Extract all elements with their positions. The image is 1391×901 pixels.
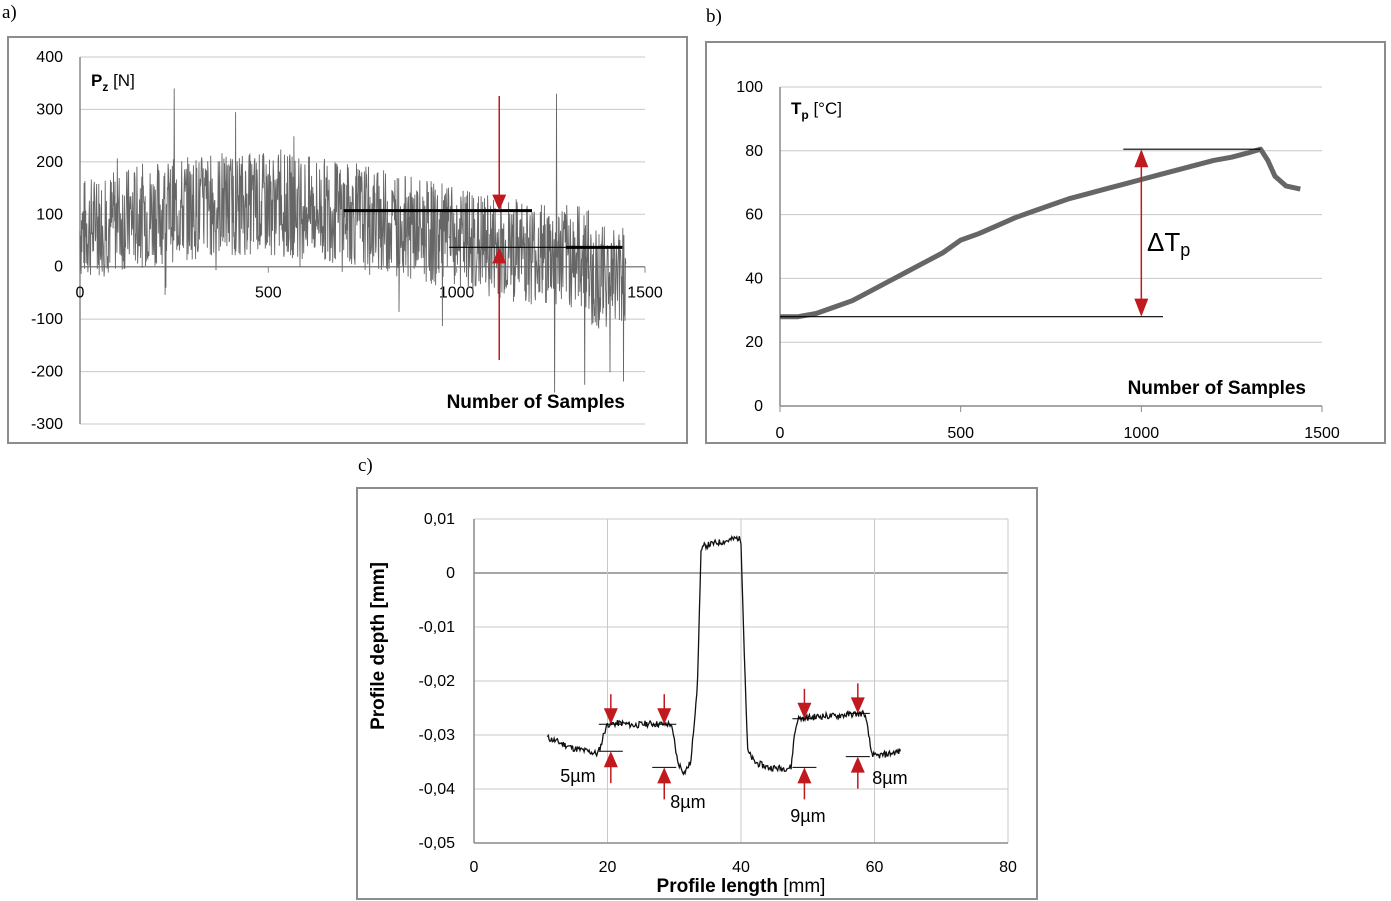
panel-label-a: a) (2, 2, 17, 23)
chart-c-step-arrow-up (850, 756, 865, 789)
chart-c-xtick: 0 (470, 859, 479, 876)
chart-c-step-arrow-down-head (603, 708, 618, 725)
chart-c-ytick: 0 (446, 565, 455, 582)
chart-b-ylabel: Tp [°C] (791, 99, 842, 122)
chart-b-ytick: 40 (745, 270, 763, 287)
chart-c-step-label: 5µm (560, 766, 595, 786)
chart-c-profile-line (546, 534, 902, 776)
chart-a-xlabel: Number of Samples (447, 392, 625, 413)
chart-b-series-line (780, 146, 1301, 320)
chart-c-step-arrow-down (850, 683, 865, 714)
chart-c-xtick: 20 (599, 859, 617, 876)
chart-b-ytick: 60 (745, 207, 763, 224)
chart-a-ytick: 0 (54, 259, 63, 276)
chart-c-step-label: 8µm (872, 768, 907, 788)
chart-b-delta-head-up (1134, 149, 1149, 168)
chart-c-step-arrow-up-head (657, 767, 672, 784)
chart-a-ytick: 200 (36, 154, 63, 171)
panel-label-c: c) (358, 455, 373, 476)
chart-b-delta-head-down (1134, 298, 1149, 317)
chart-a-arrow-down-head (492, 194, 507, 211)
chart-c-step-label: 9µm (790, 806, 825, 826)
chart-a-ylabel: Pz [N] (91, 71, 135, 94)
chart-a-series-line (79, 88, 627, 393)
chart-c-step-arrow-down (657, 694, 672, 725)
chart-b-xtick: 1500 (1304, 425, 1340, 442)
chart-c-step-arrow-down-head (657, 708, 672, 725)
chart-c-ytick: -0,03 (419, 727, 456, 744)
chart-b-ytick: 100 (736, 79, 763, 96)
chart-a-ytick: -100 (31, 311, 63, 328)
chart-c-xtick: 60 (866, 859, 884, 876)
chart-c-step-label: 8µm (670, 792, 705, 812)
chart-c-ylabel: Profile depth [mm] (368, 562, 389, 730)
chart-b-xtick: 1000 (1124, 425, 1160, 442)
chart-b-xtick: 500 (947, 425, 974, 442)
chart-c-step-arrow-down-head (850, 697, 865, 714)
chart-a-xtick: 1500 (627, 285, 663, 302)
chart-c-ytick: -0,02 (419, 673, 456, 690)
chart-c-step-arrow-up (603, 751, 618, 784)
chart-c-step-arrow-down (797, 688, 812, 719)
chart-c-xlabel: Profile length [mm] (657, 876, 826, 897)
chart-b-ytick: 80 (745, 143, 763, 160)
chart-b-ytick: 0 (754, 398, 763, 415)
chart-c-ytick: -0,05 (419, 835, 456, 852)
chart-a-ytick: 300 (36, 101, 63, 118)
chart-c-ytick: 0,01 (424, 511, 455, 528)
chart-b-delta-label: ΔTp (1147, 227, 1190, 260)
chart-a-ytick: -200 (31, 364, 63, 381)
chart-a-ytick: -300 (31, 416, 63, 433)
chart-a-ytick: 100 (36, 206, 63, 223)
chart-a-ytick: 400 (36, 49, 63, 66)
chart-c-ytick: -0,04 (419, 781, 456, 798)
chart-c-step-arrow-up-head (797, 767, 812, 784)
chart-c-step-arrow-down (603, 694, 618, 725)
chart-a-xtick: 500 (255, 285, 282, 302)
chart-c-step-arrow-down-head (797, 702, 812, 719)
chart-b-frame (705, 41, 1386, 444)
chart-a-arrow-up-head (492, 247, 507, 264)
chart-c-step-arrow-up-head (603, 751, 618, 768)
chart-c-step-arrow-up (797, 767, 812, 800)
chart-c-step-arrow-up (657, 767, 672, 800)
chart-c-xtick: 80 (999, 859, 1017, 876)
chart-a-xtick: 1000 (439, 285, 475, 302)
chart-b-xtick: 0 (776, 425, 785, 442)
panel-label-b: b) (706, 6, 722, 27)
chart-c-xtick: 40 (732, 859, 750, 876)
chart-b-ytick: 20 (745, 334, 763, 351)
chart-a-arrow-down (492, 96, 507, 211)
chart-a-arrow-up (492, 247, 507, 360)
chart-c-ytick: -0,01 (419, 619, 456, 636)
chart-b-xlabel: Number of Samples (1128, 378, 1306, 399)
chart-a-xtick: 0 (76, 285, 85, 302)
chart-c-step-arrow-up-head (850, 756, 865, 773)
